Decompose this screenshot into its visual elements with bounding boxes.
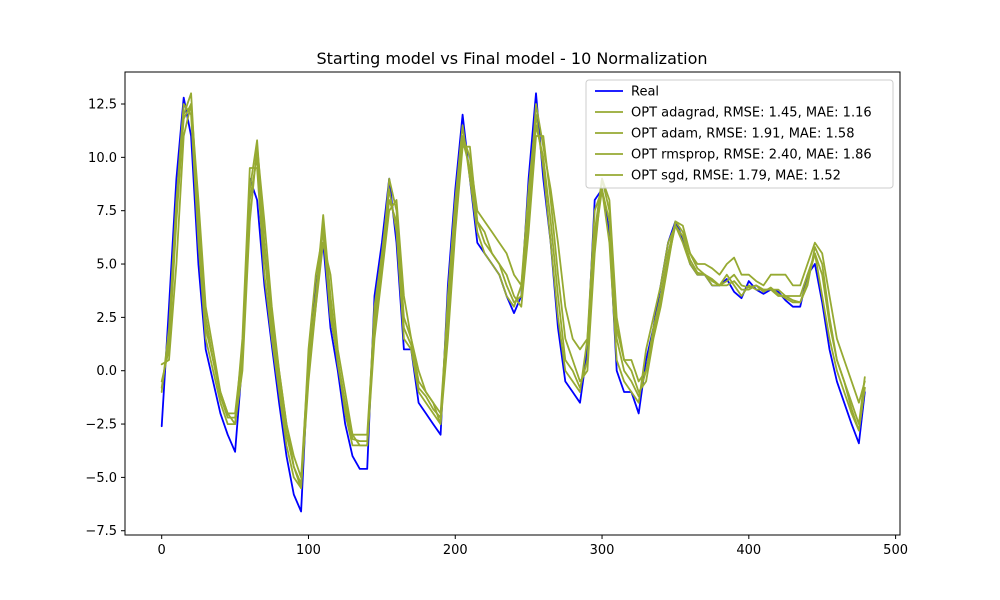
x-tick-label: 500 — [883, 543, 908, 558]
plot-frame — [124, 71, 901, 536]
y-tick-label: −5.0 — [85, 471, 117, 486]
chart-title: Starting model vs Final model - 10 Norma… — [316, 49, 707, 68]
legend-label-2: OPT adam, RMSE: 1.91, MAE: 1.58 — [631, 127, 854, 142]
series-layer — [160, 92, 866, 513]
y-tick-label: −7.5 — [85, 524, 117, 539]
legend-label-4: OPT sgd, RMSE: 1.79, MAE: 1.52 — [631, 169, 841, 184]
x-tick-label: 300 — [590, 543, 615, 558]
y-tick-label: 5.0 — [96, 258, 117, 273]
series-line-0 — [160, 92, 866, 513]
y-tick-label: 0.0 — [96, 364, 117, 379]
legend: Real OPT adagrad, RMSE: 1.45, MAE: 1.16 OP… — [585, 79, 894, 189]
y-tick-label: 12.5 — [88, 98, 117, 113]
x-tick-label: 100 — [296, 543, 321, 558]
x-tick-label: 0 — [158, 543, 166, 558]
y-axis: −7.5 −5.0 −2.5 0.0 2.5 5.0 7.5 10.0 12.5 — [85, 98, 125, 539]
y-tick-label: 2.5 — [96, 311, 117, 326]
legend-label-0: Real — [631, 85, 659, 100]
y-tick-label: −2.5 — [85, 418, 117, 433]
series-line-4 — [160, 103, 866, 485]
series-line-1 — [160, 103, 866, 489]
legend-label-1: OPT adagrad, RMSE: 1.45, MAE: 1.16 — [631, 106, 872, 121]
x-tick-label: 400 — [736, 543, 761, 558]
x-tick-label: 200 — [443, 543, 468, 558]
legend-box — [585, 79, 894, 189]
y-tick-label: 10.0 — [88, 151, 117, 166]
series-line-3 — [160, 92, 866, 479]
legend-label-3: OPT rmsprop, RMSE: 2.40, MAE: 1.86 — [631, 148, 872, 163]
x-axis: 0 100 200 300 400 500 — [158, 535, 908, 558]
y-tick-label: 7.5 — [96, 204, 117, 219]
